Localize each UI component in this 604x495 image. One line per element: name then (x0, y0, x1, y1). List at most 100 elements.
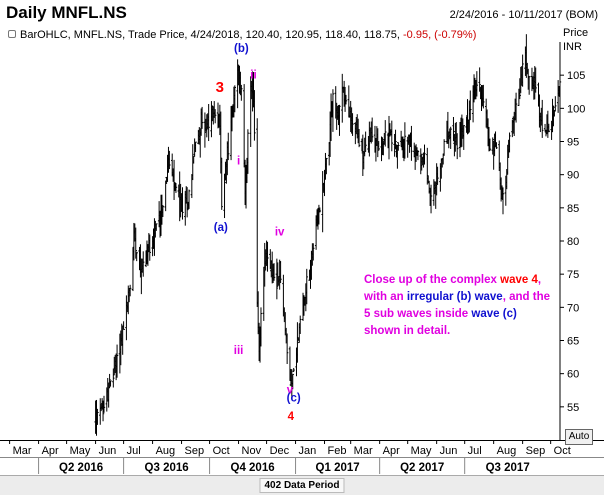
ohlc-bar (203, 112, 207, 148)
ohlc-bar (220, 157, 223, 210)
y-tick-label: 80 (567, 236, 579, 248)
ohlc-bar (482, 84, 485, 109)
x-month-label: Jul (468, 445, 482, 457)
ohlc-bar (325, 157, 328, 175)
ohlc-bar (436, 166, 439, 185)
ohlc-bar (527, 76, 531, 95)
ohlc-bar (410, 125, 413, 161)
ohlc-bar (161, 205, 165, 218)
x-month-label: Jun (99, 445, 117, 457)
ohlc-bar (429, 184, 433, 214)
ohlc-bar (514, 92, 518, 123)
ohlc-bar (541, 99, 544, 138)
ohlc-bar (112, 368, 115, 388)
series-settings-icon[interactable] (8, 30, 16, 38)
ohlc-bar (495, 142, 498, 149)
ohlc-bar (370, 117, 374, 142)
ohlc-bar (456, 133, 459, 160)
ohlc-bar (357, 129, 361, 148)
ohlc-bar (377, 141, 380, 151)
ohlc-bar (223, 173, 226, 219)
note-irregular: irregular (b) (406, 291, 472, 303)
ohlc-bar (285, 333, 289, 365)
ohlc-bar (233, 85, 237, 113)
ohlc-bar (142, 251, 145, 277)
x-month-label: Mar (354, 445, 373, 457)
ohlc-bar (534, 67, 537, 93)
y-tick-label: 65 (567, 336, 579, 348)
y-tick-label: 100 (567, 103, 585, 115)
price-axis-label: Price (563, 27, 589, 39)
wave-note: Close up of the complex wave 4, with an … (364, 272, 554, 340)
ohlc-bar (207, 103, 210, 142)
ohlc-bar (299, 315, 302, 334)
y-tick-label: 90 (567, 170, 579, 182)
ohlc-bar (491, 137, 494, 155)
y-tick-label: 105 (567, 70, 585, 82)
ohlc-bar (148, 234, 151, 261)
x-quarter-label: Q3 2017 (486, 462, 530, 474)
ohlc-bar (344, 94, 348, 105)
x-month-label: Oct (213, 445, 230, 457)
ohlc-bar (508, 132, 511, 153)
ohlc-bar (194, 141, 197, 153)
x-month-label: Oct (554, 445, 571, 457)
note-mid1: , with an (364, 274, 542, 303)
x-month-label: Jul (127, 445, 141, 457)
status-bar: 402 Data Period (0, 475, 604, 495)
ohlc-bar (397, 142, 400, 151)
ohlc-bar (478, 67, 481, 92)
ohlc-bar (135, 251, 138, 262)
ohlc-bar (547, 123, 550, 133)
note-inside: inside (434, 308, 472, 320)
ohlc-bar (200, 106, 204, 129)
x-quarter-label: Q1 2017 (316, 462, 360, 474)
x-month-label: Dec (270, 445, 290, 457)
ohlc-bar (99, 398, 102, 425)
y-tick-label: 85 (567, 203, 579, 215)
ohlc-bar (272, 263, 276, 281)
ohlc-bar (164, 180, 167, 212)
ohlc-bar (449, 126, 452, 149)
x-month-label: Sep (526, 445, 546, 457)
ohlc-bar (168, 150, 171, 170)
ohlc-bar (115, 344, 119, 378)
ohlc-bar (318, 207, 322, 213)
x-month-label: Feb (328, 445, 347, 457)
y-tick-label: 60 (567, 369, 579, 381)
ohlc-bar (462, 125, 465, 150)
ohlc-bar (101, 400, 105, 422)
ohlc-bar (475, 71, 479, 97)
auto-scale-button[interactable]: Auto (565, 429, 593, 445)
ohlc-bar (423, 144, 426, 165)
y-tick-label: 95 (567, 137, 579, 149)
data-period-label: 402 Data Period (259, 478, 345, 493)
ohlc-bar (403, 122, 407, 159)
wave-label: ii (250, 69, 256, 81)
ohlc-bar (181, 187, 184, 220)
ohlc-bar (292, 367, 295, 372)
ohlc-bar (102, 395, 106, 413)
ohlc-bar (331, 89, 335, 132)
ohlc-change: -0.95, (-0.79%) (403, 29, 477, 41)
ohlc-bar (420, 153, 423, 171)
ohlc-bar (364, 131, 367, 152)
ohlc-bar (384, 120, 387, 147)
ohlc-bar (246, 129, 250, 174)
wave-label: v (287, 385, 294, 397)
wave-label: (c) (287, 393, 301, 405)
ohlc-bar (227, 132, 230, 161)
x-month-label: Apr (42, 445, 59, 457)
ohlc-bar (554, 96, 557, 112)
ohlc-bar (108, 373, 111, 389)
note-wave-c: wave (c) (471, 308, 517, 320)
ohlc-bar (155, 223, 158, 231)
ohlc-bar (321, 171, 324, 233)
ohlc-bar (558, 81, 562, 104)
wave-label: i (237, 156, 240, 168)
wave-label: iv (275, 227, 285, 239)
x-quarter-label: Q2 2017 (400, 462, 444, 474)
x-month-label: Nov (242, 445, 262, 457)
x-month-label: Jun (440, 445, 458, 457)
